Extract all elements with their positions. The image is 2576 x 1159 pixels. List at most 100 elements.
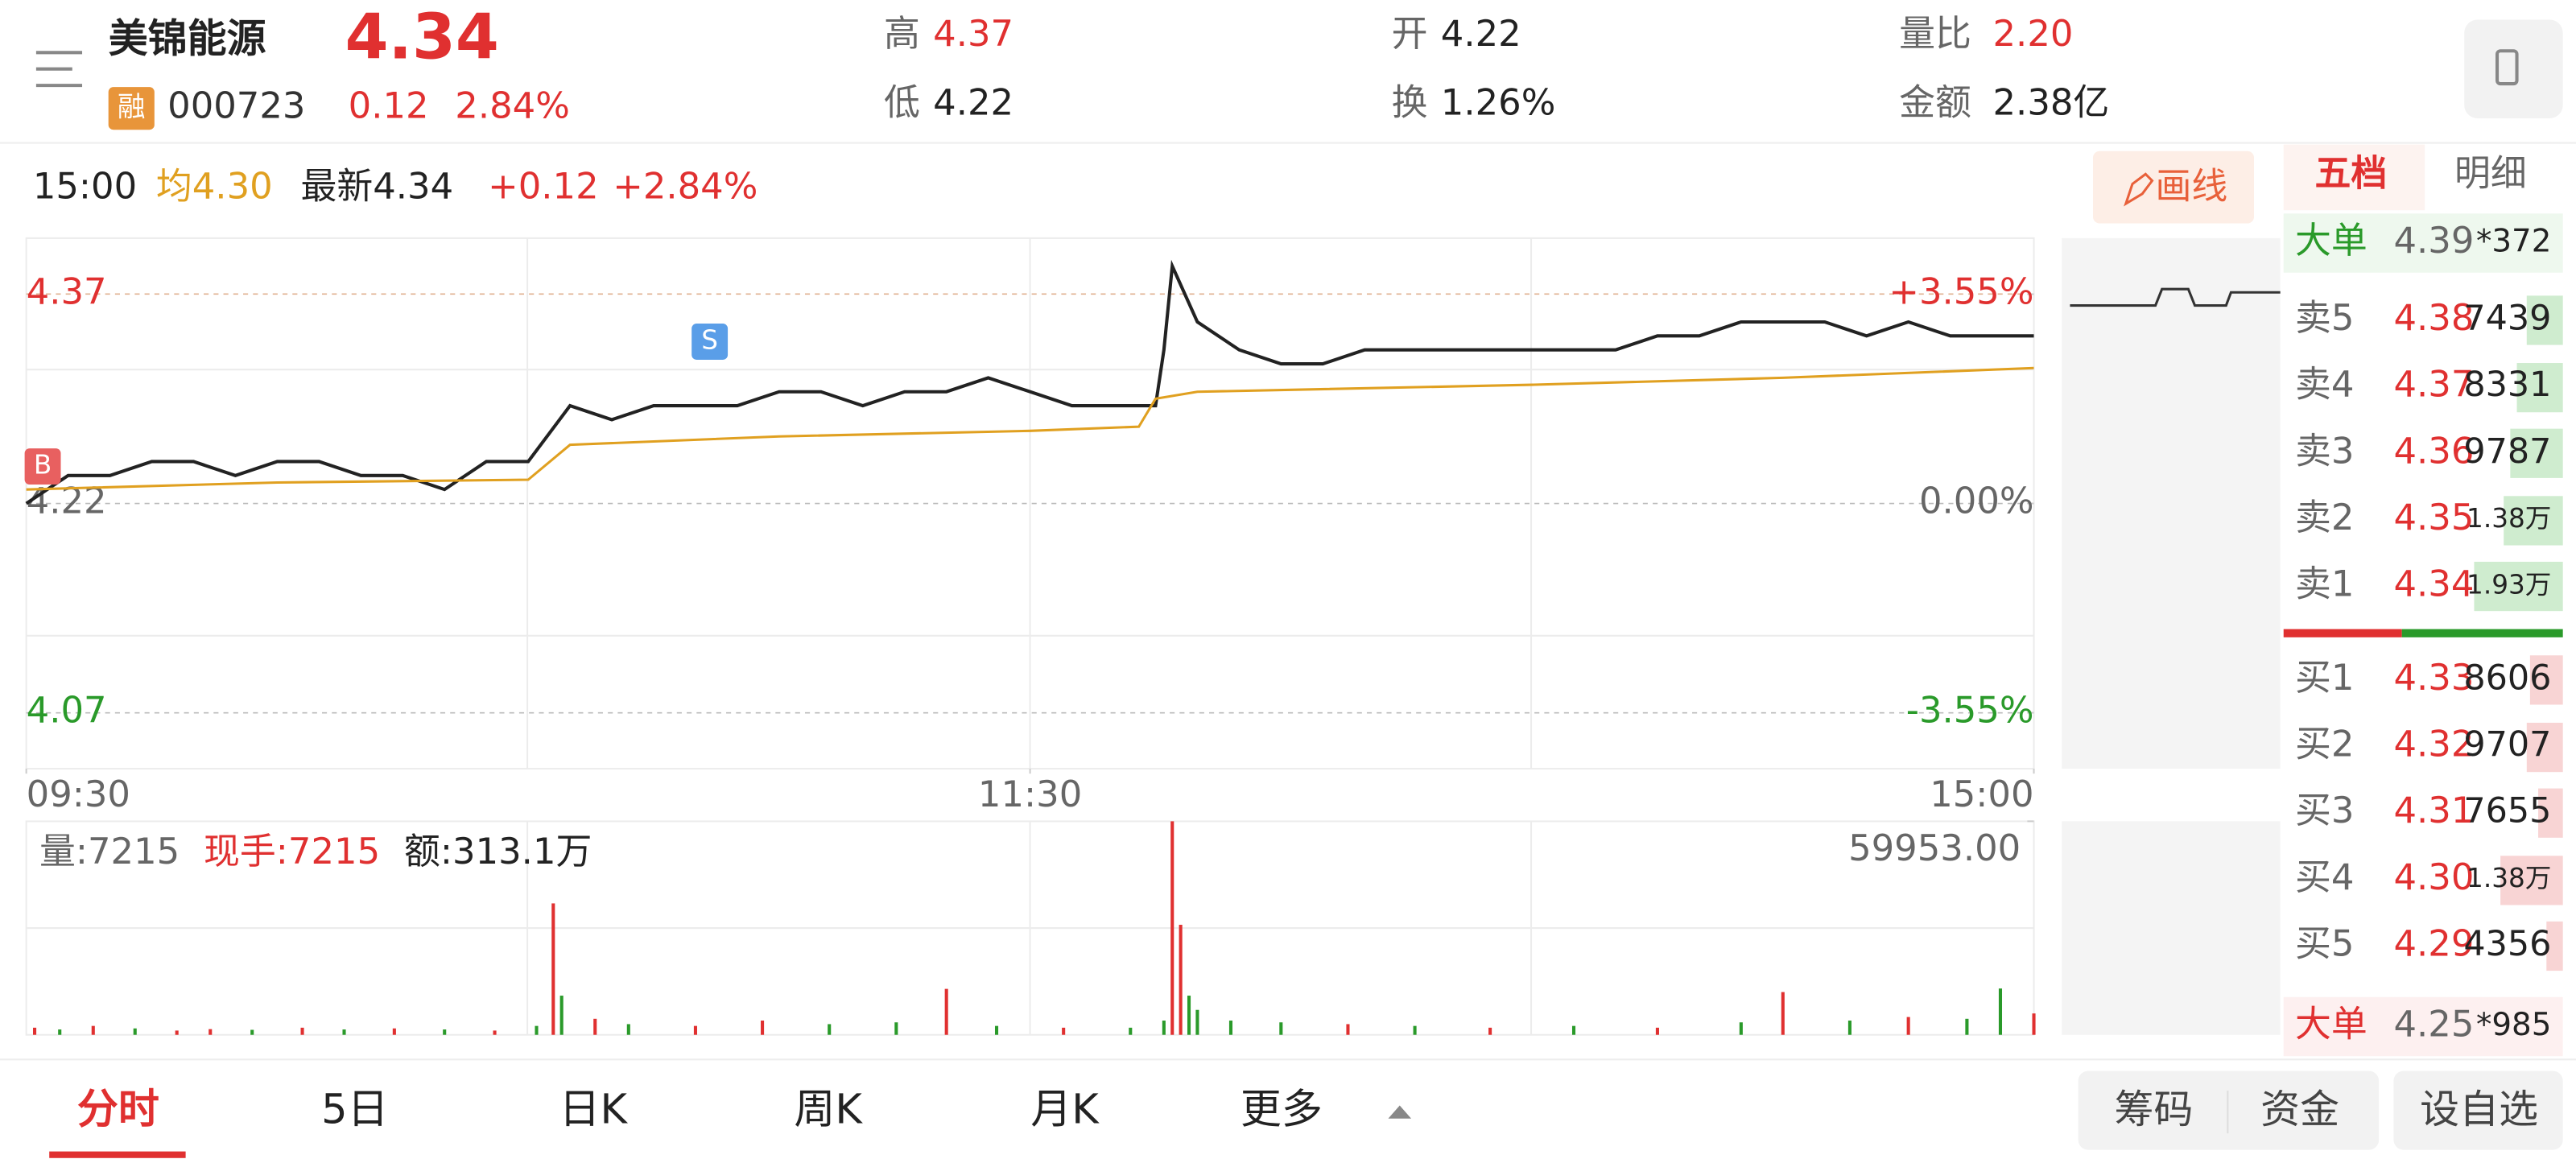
volume-bar xyxy=(1739,1022,1743,1035)
bottom-button[interactable]: 资金 xyxy=(2260,1087,2339,1132)
info-change-pct: +2.84% xyxy=(613,165,758,208)
book-volume: 8331 xyxy=(2463,365,2551,405)
volume-info: 额:313.1万 xyxy=(404,830,592,872)
draw-button[interactable]: 画线 xyxy=(2093,151,2254,224)
bottom-button[interactable]: 设自选 xyxy=(2420,1087,2538,1132)
mini-panel xyxy=(2062,237,2281,769)
bottom-tab[interactable]: 日K xyxy=(559,1087,628,1134)
volume-bar xyxy=(1655,1027,1659,1035)
volume-bar xyxy=(175,1030,179,1035)
volume-bar xyxy=(1346,1024,1350,1035)
buy-marker[interactable] xyxy=(24,448,61,485)
stock-name: 美锦能源 xyxy=(109,16,266,62)
volume-bar xyxy=(1847,1021,1852,1035)
book-price: 4.31 xyxy=(2393,789,2474,831)
volume-bar xyxy=(1062,1027,1066,1035)
x-tick-label: 09:30 xyxy=(27,773,130,815)
volume-bar xyxy=(2032,1013,2036,1035)
book-price: 4.37 xyxy=(2393,363,2474,406)
volume-bar xyxy=(551,903,555,1035)
volume-bar xyxy=(342,1029,346,1035)
volume-bar xyxy=(944,988,948,1035)
volume-bar xyxy=(250,1029,254,1035)
book-price: 4.33 xyxy=(2393,656,2474,699)
ask-bars xyxy=(2474,295,2563,612)
price-line xyxy=(25,259,2034,505)
book-label: 卖1 xyxy=(2295,563,2354,605)
book-price: 4.30 xyxy=(2393,856,2474,898)
volume-bar xyxy=(994,1025,999,1035)
book-label: 卖5 xyxy=(2295,296,2354,339)
book-volume: *372 xyxy=(2476,224,2551,260)
book-label: 买4 xyxy=(2295,856,2354,898)
book-price: 4.38 xyxy=(2393,296,2474,339)
volume-bar xyxy=(33,1027,37,1035)
device-button[interactable] xyxy=(2464,19,2563,118)
book-price: 4.25 xyxy=(2393,1003,2474,1046)
sell-marker[interactable] xyxy=(691,324,729,360)
book-label: 买1 xyxy=(2295,656,2354,699)
book-price: 4.32 xyxy=(2393,723,2474,765)
bottom-tab[interactable]: 周K xyxy=(794,1087,863,1134)
volume-bar xyxy=(894,1022,898,1035)
book-price: 4.29 xyxy=(2393,922,2474,965)
book-label: 买3 xyxy=(2295,789,2354,831)
book-volume: 8606 xyxy=(2463,658,2551,698)
side-tab[interactable]: 五档 xyxy=(2315,151,2388,194)
book-price: 4.34 xyxy=(2393,563,2474,605)
info-time: 15:00 xyxy=(33,165,137,208)
volume-info: 量:7215 xyxy=(39,830,180,872)
code: 000723 xyxy=(167,85,305,127)
bottom-tab[interactable]: 分时 xyxy=(77,1087,159,1134)
tab-bg xyxy=(2283,144,2425,211)
volume-bar xyxy=(761,1021,765,1035)
side-tab[interactable]: 明细 xyxy=(2454,151,2527,194)
volume-bar xyxy=(493,1030,497,1035)
y-tick-label: 4.37 xyxy=(27,270,107,312)
volume-bar xyxy=(1998,988,2003,1035)
book-price: 4.36 xyxy=(2393,429,2474,472)
volume-bar xyxy=(1187,996,1191,1035)
change: 0.12 xyxy=(349,85,429,127)
y-tick-label: 4.07 xyxy=(27,689,107,732)
stat-value: 1.26% xyxy=(1441,81,1556,124)
bottom-tab[interactable]: 5日 xyxy=(321,1087,388,1134)
book-volume: 7439 xyxy=(2463,298,2551,338)
book-label: 大单 xyxy=(2295,1003,2368,1046)
volume-bar xyxy=(1965,1018,1969,1035)
volume-bar xyxy=(133,1028,137,1035)
stat-label: 低 xyxy=(884,81,920,124)
volume-bar xyxy=(693,1025,697,1035)
mini-panel xyxy=(2062,821,2281,1035)
menu-icon[interactable] xyxy=(35,51,83,88)
mini-line xyxy=(2070,287,2281,307)
volume-bar xyxy=(1129,1027,1133,1035)
book-price: 4.39 xyxy=(2393,219,2474,262)
book-label: 卖2 xyxy=(2295,496,2354,538)
volume-bar xyxy=(828,1024,832,1035)
bottom-tab[interactable]: 更多 xyxy=(1241,1087,1323,1134)
volume-bar xyxy=(1279,1022,1283,1035)
volume-bar xyxy=(208,1029,213,1035)
book-volume: 1.38万 xyxy=(2467,863,2551,893)
stat-value: 4.37 xyxy=(933,12,1013,55)
book-volume: 9787 xyxy=(2463,431,2551,472)
volume-bar xyxy=(1781,992,1785,1035)
bottom-button[interactable]: 筹码 xyxy=(2115,1087,2194,1132)
price-line xyxy=(26,366,2034,491)
tag-box xyxy=(108,87,155,130)
y2-tick-label: -3.55% xyxy=(1906,689,2034,732)
volume-bar xyxy=(1228,1021,1233,1035)
volume-bar xyxy=(443,1029,447,1035)
book-volume: 1.93万 xyxy=(2467,570,2551,600)
stat-value: 4.22 xyxy=(1441,12,1521,55)
more-arrow xyxy=(1388,1105,1412,1119)
info-latest: 最新4.34 xyxy=(300,165,453,208)
book-price: 4.35 xyxy=(2393,496,2474,538)
volume-info: 现手:7215 xyxy=(204,830,380,872)
y2-tick-label: +3.55% xyxy=(1889,270,2033,312)
bottom-tab[interactable]: 月K xyxy=(1030,1087,1100,1134)
tag: 融 xyxy=(118,92,146,124)
